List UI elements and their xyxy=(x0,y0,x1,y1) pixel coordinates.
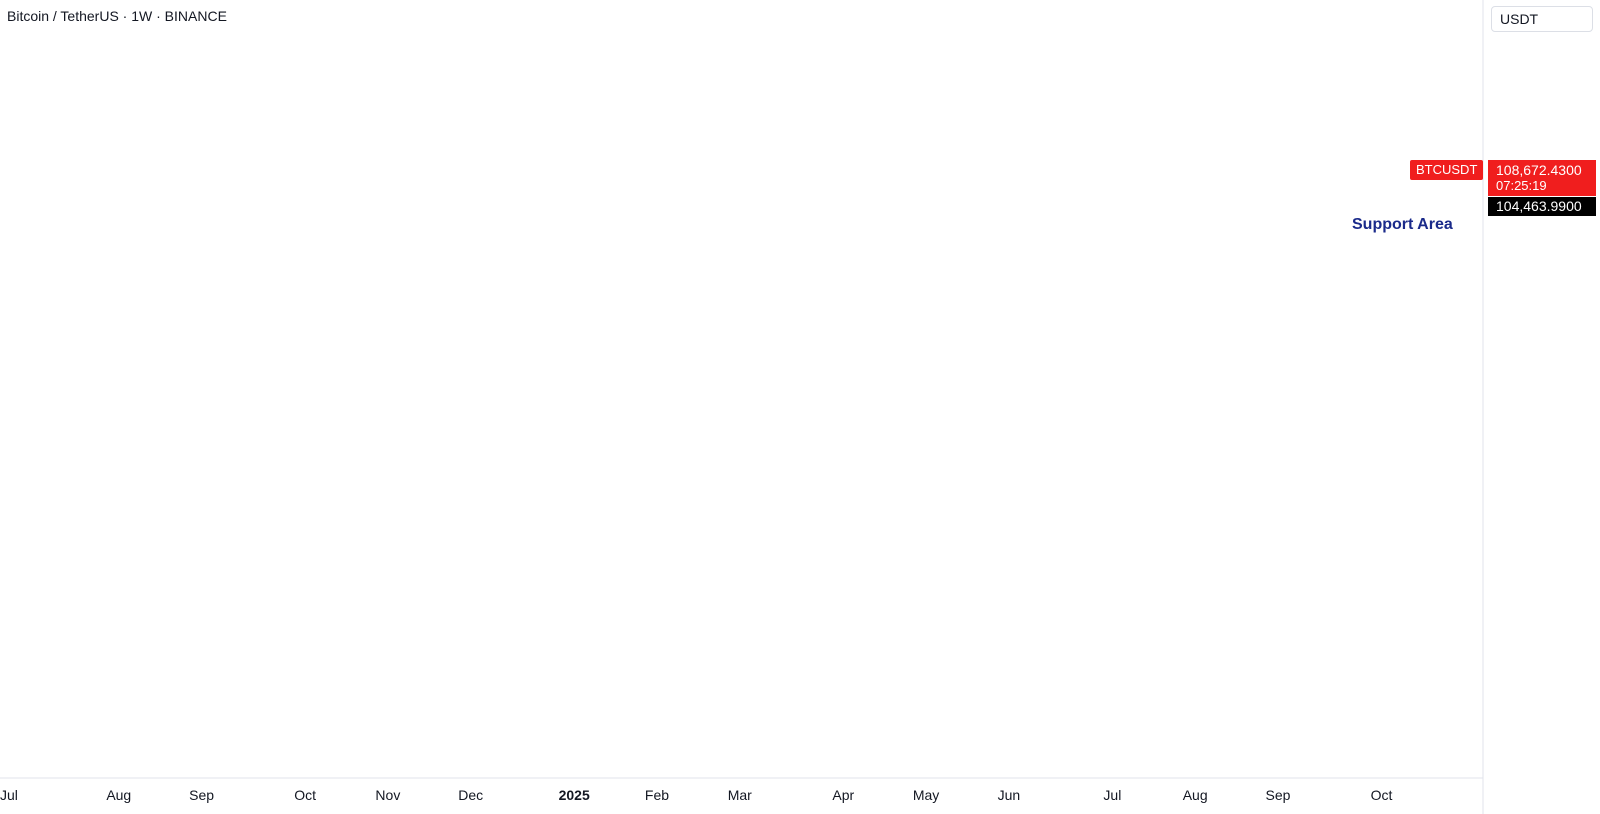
x-tick-label: Feb xyxy=(645,787,669,803)
x-tick-label: Dec xyxy=(458,787,483,803)
x-tick-label: Jul xyxy=(1103,787,1121,803)
x-tick-label: Sep xyxy=(1266,787,1291,803)
x-tick-label: May xyxy=(913,787,939,803)
x-tick-label: Aug xyxy=(106,787,131,803)
support-level-badge: 104,463.9900 xyxy=(1488,197,1596,216)
support-area-label: Support Area xyxy=(1352,216,1453,233)
x-tick-label: Apr xyxy=(832,787,854,803)
x-tick-label: Mar xyxy=(728,787,752,803)
x-tick-label: Oct xyxy=(294,787,316,803)
chart-title: Bitcoin / TetherUS · 1W · BINANCE xyxy=(7,8,227,24)
x-tick-label: Jul xyxy=(0,787,18,803)
time-axis: Jul Aug Sep Oct Nov Dec 2025 Feb Mar Apr May Jun Jul… xyxy=(0,787,1392,803)
last-price-badge: 108,672.4300 07:25:19 xyxy=(1488,160,1596,196)
currency-selector[interactable]: USDT xyxy=(1491,6,1593,32)
x-tick-label: Jun xyxy=(998,787,1021,803)
bar-countdown: 07:25:19 xyxy=(1496,178,1547,193)
last-price-value: 108,672.4300 xyxy=(1496,162,1582,178)
x-tick-label: Sep xyxy=(189,787,214,803)
symbol-badge: BTCUSDT xyxy=(1410,160,1484,180)
x-tick-label: Oct xyxy=(1371,787,1393,803)
x-tick-label: 2025 xyxy=(559,787,590,803)
x-tick-label: Nov xyxy=(375,787,400,803)
x-tick-label: Aug xyxy=(1183,787,1208,803)
